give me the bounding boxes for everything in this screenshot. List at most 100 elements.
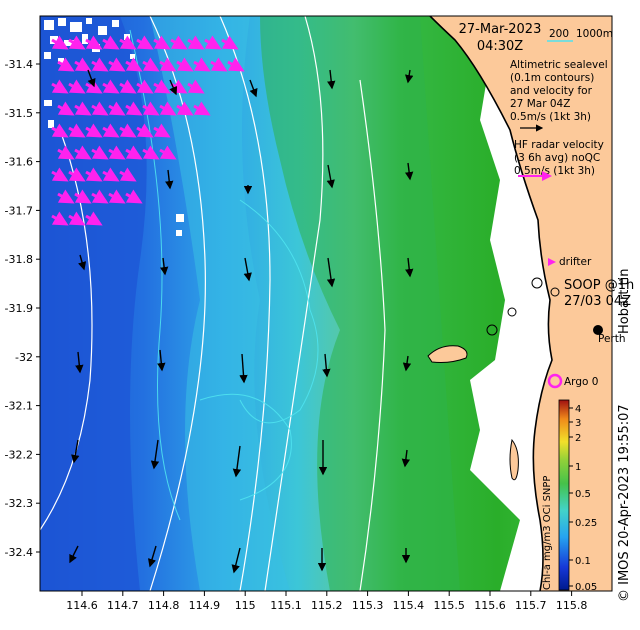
perth-label: Perth <box>598 333 626 345</box>
hf-radar-arrow <box>74 57 92 72</box>
argo-marker <box>547 373 563 389</box>
hf-radar-arrow <box>57 145 75 160</box>
header-date: 27-Mar-2023 <box>459 22 542 37</box>
x-tick-label: 114.8 <box>148 599 180 612</box>
hf-radar-arrow <box>119 79 137 94</box>
hf-radar-arrow <box>74 101 92 116</box>
hf-radar-arrow <box>142 145 160 160</box>
soop-label-2: 27/03 04Z <box>564 294 631 309</box>
altimetry-arrow <box>327 69 336 90</box>
x-tick-label: 115.2 <box>311 599 343 612</box>
altimetry-arrow <box>75 351 84 374</box>
altimetry-arrow <box>249 79 258 98</box>
garden-island <box>509 438 519 481</box>
hf-radar-arrow <box>91 101 109 116</box>
altimetry-arrow <box>69 545 79 564</box>
hf-radar-arrow <box>119 123 137 138</box>
hf-radar-arrow <box>102 79 120 94</box>
scale-200-label: 200 <box>549 28 569 40</box>
hf-radar-arrow <box>74 189 92 204</box>
colorbar-title: Chl-a mg/m3 OCi SNPP <box>542 476 553 590</box>
x-tick-label: 115.6 <box>474 599 506 612</box>
hf-radar-arrow <box>91 145 109 160</box>
y-tick-label: -32.4 <box>5 546 33 559</box>
y-tick-label: -32.3 <box>5 497 33 510</box>
drifter-icon <box>548 258 556 266</box>
y-tick-label: -31.7 <box>5 204 33 217</box>
hf-radar-arrow <box>125 57 143 72</box>
hf-radar-arrow <box>136 123 154 138</box>
hf-radar-arrow <box>108 189 126 204</box>
x-tick-label: 115 <box>235 599 256 612</box>
soop-marker <box>507 307 517 317</box>
hf-radar-arrow <box>51 35 69 50</box>
hf-radar-arrow <box>51 211 69 226</box>
hf-radar-arrow <box>51 79 69 94</box>
hf-radar-arrow <box>204 35 222 50</box>
y-tick-label: -31.4 <box>5 58 33 71</box>
hf-radar-arrow <box>57 101 75 116</box>
plot-frame <box>39 15 613 592</box>
hf-radar-arrow <box>193 101 211 116</box>
altimetry-arrow <box>159 257 169 276</box>
x-tick-label: 114.9 <box>189 599 221 612</box>
hobart-label: Hobart tin <box>617 269 632 334</box>
hf-radar-arrow <box>68 35 86 50</box>
altimetry-arrow <box>322 353 331 378</box>
altimetric-legend-2: (0.1m contours) <box>510 72 594 84</box>
x-tick-label: 115.4 <box>393 599 425 612</box>
colorbar-tick-label: 0.05 <box>575 582 597 593</box>
x-axis: 114.6 114.7 114.8 114.9 115 115.1 115.2 115.3 11… <box>66 591 587 612</box>
y-tick-label: -32.2 <box>5 448 33 461</box>
hf-radar-arrow <box>227 57 245 72</box>
soop-label-1: SOOP @1h <box>564 278 634 293</box>
hf-legend-1: HF radar velocity <box>514 139 604 151</box>
altimetry-arrow <box>405 257 414 278</box>
hf-radar-arrow <box>108 145 126 160</box>
altimetry-arrow <box>157 349 166 372</box>
hf-radar-arrow <box>125 101 143 116</box>
altimetry-arrow <box>402 355 412 372</box>
hf-radar-arrow <box>51 123 69 138</box>
hf-radar-arrow <box>153 35 171 50</box>
altimetry-arrow <box>243 257 252 282</box>
hf-radar-arrow <box>102 167 120 182</box>
altimetry-arrow <box>405 69 414 84</box>
hf-radar-arrow <box>102 35 120 50</box>
scale-1000-label: 1000m <box>576 28 613 40</box>
altimetry-arrow <box>150 439 160 470</box>
x-tick-label: 114.6 <box>66 599 98 612</box>
y-tick-label: -32 <box>15 351 33 364</box>
altimetry-arrow <box>232 445 242 478</box>
chlorophyll-field <box>40 16 612 591</box>
y-tick-label: -32.1 <box>5 400 33 413</box>
hf-radar-arrow <box>108 57 126 72</box>
hf-radar-arrow <box>85 211 103 226</box>
colorbar-tick-label: 0.5 <box>575 489 591 500</box>
hf-radar-arrow <box>91 189 109 204</box>
x-tick-label: 115.7 <box>515 599 547 612</box>
x-tick-label: 115.3 <box>352 599 384 612</box>
altimetry-arrow <box>71 439 80 464</box>
x-tick-label: 114.7 <box>107 599 139 612</box>
colorbar-tick-label: 3 <box>575 418 581 429</box>
altimetric-legend-4: 27 Mar 04Z <box>510 98 570 110</box>
hf-radar-arrow <box>193 57 211 72</box>
x-tick-label: 115.1 <box>270 599 302 612</box>
hf-radar-arrow <box>57 189 75 204</box>
hf-radar-arrow <box>136 79 154 94</box>
altimetric-legend-1: Altimetric sealevel <box>510 59 608 71</box>
hf-radar-arrow <box>68 167 86 182</box>
hf-radar-arrow <box>159 57 177 72</box>
header-time: 04:30Z <box>477 39 523 54</box>
perth-marker <box>593 325 603 335</box>
altimetry-arrow <box>147 545 157 568</box>
hf-radar-arrow <box>68 211 86 226</box>
hf-radar-arrow <box>153 79 171 94</box>
hf-radar-arrow <box>176 101 194 116</box>
y-tick-label: -31.9 <box>5 302 33 315</box>
y-tick-label: -31.5 <box>5 107 33 120</box>
altimetry-arrow <box>401 449 411 468</box>
altimetry-arrows <box>69 69 414 574</box>
altimetry-arrow <box>169 79 178 96</box>
